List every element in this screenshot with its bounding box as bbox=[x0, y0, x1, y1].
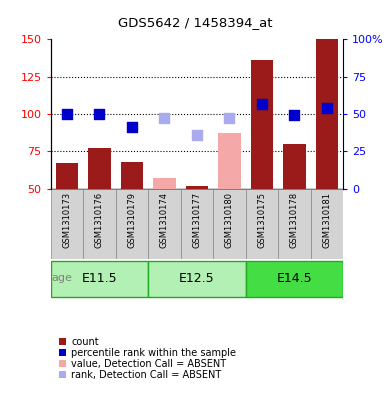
Bar bbox=[311, 189, 343, 259]
Bar bbox=[83, 189, 116, 259]
Point bbox=[226, 115, 232, 121]
Text: GSM1310180: GSM1310180 bbox=[225, 192, 234, 248]
Text: age: age bbox=[51, 273, 72, 283]
Bar bbox=[250, 60, 273, 189]
Bar bbox=[246, 261, 343, 297]
Bar bbox=[283, 144, 306, 189]
Bar bbox=[116, 189, 148, 259]
Point bbox=[96, 111, 103, 117]
Text: GSM1310174: GSM1310174 bbox=[160, 192, 169, 248]
Text: value, Detection Call = ABSENT: value, Detection Call = ABSENT bbox=[71, 359, 227, 369]
Bar bbox=[148, 261, 246, 297]
Text: GSM1310178: GSM1310178 bbox=[290, 192, 299, 248]
Text: GDS5642 / 1458394_at: GDS5642 / 1458394_at bbox=[118, 16, 272, 29]
Point bbox=[259, 100, 265, 107]
Bar bbox=[51, 189, 83, 259]
Bar bbox=[186, 185, 208, 189]
Text: GSM1310179: GSM1310179 bbox=[128, 192, 136, 248]
Bar bbox=[278, 189, 311, 259]
Bar bbox=[181, 189, 213, 259]
Bar bbox=[246, 189, 278, 259]
Point bbox=[64, 111, 70, 117]
Point bbox=[161, 115, 168, 121]
Bar bbox=[316, 39, 338, 189]
Text: E11.5: E11.5 bbox=[82, 272, 117, 285]
Text: GSM1310173: GSM1310173 bbox=[62, 192, 71, 248]
Text: GSM1310181: GSM1310181 bbox=[323, 192, 332, 248]
Text: GSM1310176: GSM1310176 bbox=[95, 192, 104, 248]
Text: GSM1310177: GSM1310177 bbox=[192, 192, 202, 248]
Bar bbox=[56, 163, 78, 189]
Text: GSM1310175: GSM1310175 bbox=[257, 192, 266, 248]
Point bbox=[194, 132, 200, 138]
Point bbox=[324, 105, 330, 111]
Bar bbox=[213, 189, 246, 259]
Text: E14.5: E14.5 bbox=[277, 272, 312, 285]
Point bbox=[129, 124, 135, 130]
Bar bbox=[153, 178, 176, 189]
Bar bbox=[88, 148, 111, 189]
Point bbox=[291, 112, 298, 119]
Bar bbox=[51, 261, 148, 297]
Bar bbox=[121, 162, 144, 189]
Text: E12.5: E12.5 bbox=[179, 272, 215, 285]
Text: rank, Detection Call = ABSENT: rank, Detection Call = ABSENT bbox=[71, 370, 222, 380]
Text: percentile rank within the sample: percentile rank within the sample bbox=[71, 348, 236, 358]
Text: count: count bbox=[71, 337, 99, 347]
Bar bbox=[148, 189, 181, 259]
Bar bbox=[218, 133, 241, 189]
